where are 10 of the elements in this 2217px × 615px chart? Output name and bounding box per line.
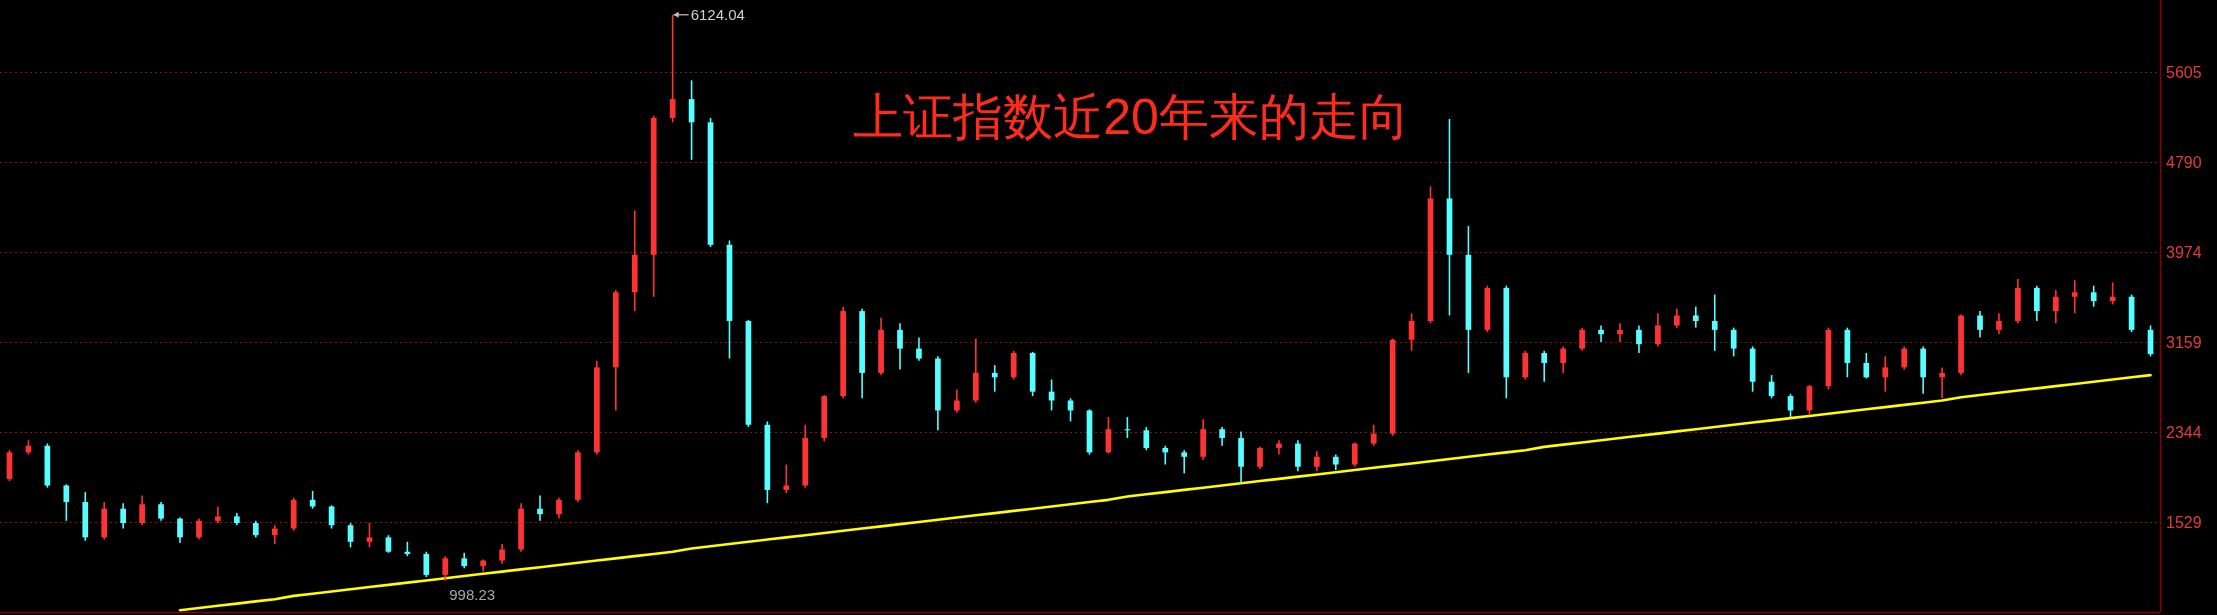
annotation: 6124.04 <box>690 6 745 24</box>
annotation: 998.23 <box>449 585 496 603</box>
y-tick-label: 5605 <box>2166 63 2202 81</box>
y-tick-label: 3974 <box>2166 243 2202 261</box>
y-tick-label: 3159 <box>2166 333 2202 351</box>
annotation: 6124.04 <box>673 6 745 24</box>
y-tick-label: 1529 <box>2166 513 2202 531</box>
y-tick-label: 4790 <box>2166 153 2202 171</box>
y-tick-label: 2344 <box>2166 423 2202 441</box>
title: 上证指数近20年来的走向 <box>853 89 1409 145</box>
